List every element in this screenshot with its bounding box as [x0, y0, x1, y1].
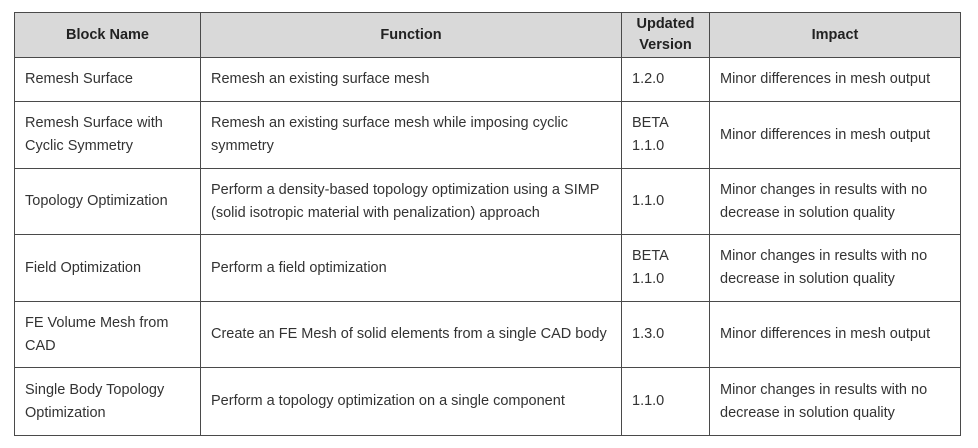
- cell-version: 1.1.0: [621, 367, 710, 436]
- cell-function: Remesh an existing surface mesh while im…: [200, 101, 622, 169]
- cell-version: 1.1.0: [621, 168, 710, 235]
- table-header: Block Name Function Updated Version Impa…: [14, 12, 961, 58]
- block-updates-table: Block Name Function Updated Version Impa…: [14, 12, 961, 436]
- cell-function: Perform a field optimization: [200, 234, 622, 302]
- cell-block-name: Remesh Surface with Cyclic Symmetry: [14, 101, 201, 169]
- header-block-name: Block Name: [14, 12, 201, 58]
- cell-version: 1.2.0: [621, 57, 710, 102]
- table-row: Topology Optimization Perform a density-…: [14, 168, 961, 235]
- header-impact: Impact: [709, 12, 961, 58]
- cell-block-name: Remesh Surface: [14, 57, 201, 102]
- cell-function: Perform a topology optimization on a sin…: [200, 367, 622, 436]
- cell-function: Create an FE Mesh of solid elements from…: [200, 301, 622, 368]
- table-row: Field Optimization Perform a field optim…: [14, 234, 961, 302]
- header-version-line2: Version: [639, 37, 692, 53]
- table-row: Remesh Surface with Cyclic Symmetry Reme…: [14, 101, 961, 169]
- table-row: FE Volume Mesh from CAD Create an FE Mes…: [14, 301, 961, 368]
- cell-block-name: FE Volume Mesh from CAD: [14, 301, 201, 368]
- cell-version: 1.3.0: [621, 301, 710, 368]
- cell-impact: Minor changes in results with no decreas…: [709, 168, 961, 235]
- cell-impact: Minor differences in mesh output: [709, 301, 961, 368]
- cell-block-name: Topology Optimization: [14, 168, 201, 235]
- cell-version: BETA 1.1.0: [621, 234, 710, 302]
- cell-impact: Minor differences in mesh output: [709, 101, 961, 169]
- cell-impact: Minor changes in results with no decreas…: [709, 367, 961, 436]
- header-updated-version: Updated Version: [621, 12, 710, 58]
- cell-function: Perform a density-based topology optimiz…: [200, 168, 622, 235]
- header-function: Function: [200, 12, 622, 58]
- header-version-line1: Updated: [636, 16, 695, 32]
- cell-impact: Minor differences in mesh output: [709, 57, 961, 102]
- cell-block-name: Field Optimization: [14, 234, 201, 302]
- cell-function: Remesh an existing surface mesh: [200, 57, 622, 102]
- header-row: Block Name Function Updated Version Impa…: [14, 12, 961, 58]
- table-row: Remesh Surface Remesh an existing surfac…: [14, 57, 961, 102]
- cell-impact: Minor changes in results with no decreas…: [709, 234, 961, 302]
- cell-version: BETA 1.1.0: [621, 101, 710, 169]
- table-body: Remesh Surface Remesh an existing surfac…: [14, 57, 961, 436]
- cell-block-name: Single Body Topology Optimization: [14, 367, 201, 436]
- table-row: Single Body Topology Optimization Perfor…: [14, 367, 961, 436]
